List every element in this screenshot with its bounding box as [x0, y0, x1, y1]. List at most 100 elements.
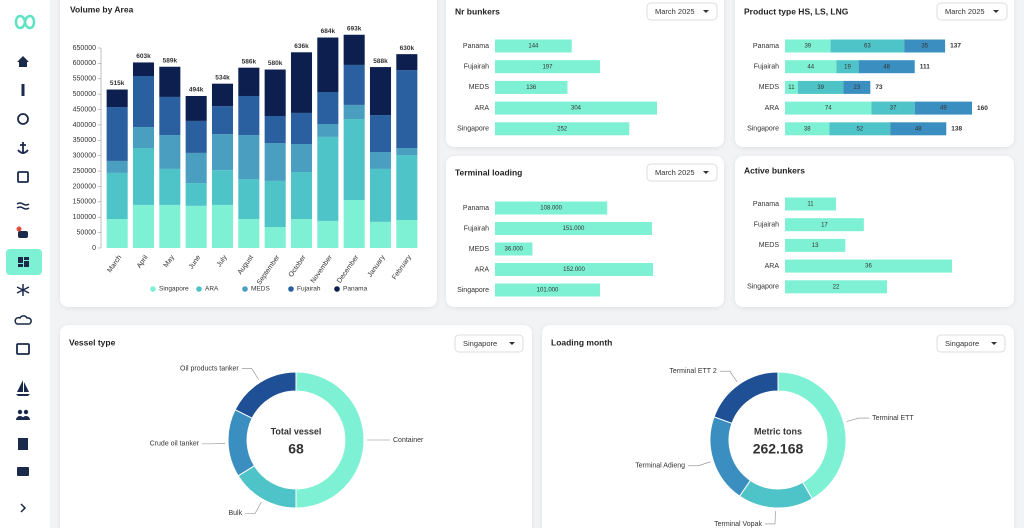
category-label: Panama [463, 205, 489, 212]
center-title: Metric tons [754, 426, 802, 436]
nav-exchange[interactable] [17, 113, 29, 125]
dropdown-box[interactable] [454, 334, 524, 353]
bar-segment [369, 115, 392, 152]
dropdown[interactable]: Singapore [936, 334, 1006, 353]
bar [785, 280, 888, 294]
category-label: MEDS [759, 84, 780, 91]
bar [495, 39, 572, 53]
value-label: 101.000 [537, 288, 559, 294]
bar-segment [159, 168, 181, 205]
nav-badge [16, 226, 22, 232]
dropdown-box[interactable] [936, 2, 1008, 21]
value-label: 37 [890, 106, 897, 112]
nav-users[interactable] [16, 416, 30, 420]
bar-segment [343, 119, 365, 200]
bar [914, 101, 972, 115]
y-tick-label: 0 [92, 245, 96, 252]
bar [836, 60, 859, 74]
dropdown-chevron[interactable] [703, 10, 709, 13]
nav-ship[interactable] [18, 231, 28, 238]
total-label: 138 [951, 126, 962, 133]
bar-segment [211, 106, 234, 135]
donut-slice [713, 371, 779, 424]
bar [904, 39, 946, 53]
nav-dollar[interactable] [21, 84, 25, 96]
nav-mail[interactable] [17, 467, 29, 476]
nav-dashboard[interactable] [18, 257, 29, 267]
nav-expand[interactable] [20, 503, 27, 513]
bar-segment [106, 219, 128, 248]
value-label: 44 [807, 64, 814, 70]
bar [785, 197, 837, 211]
nav-building[interactable] [18, 438, 28, 450]
bar-segment [185, 183, 207, 206]
slice-label: Container [393, 437, 424, 444]
bar-segment [132, 127, 155, 148]
category-label: Fujairah [754, 222, 779, 229]
y-tick-label: 350000 [73, 137, 96, 144]
dropdown-value[interactable]: Singapore [945, 339, 979, 348]
dropdown[interactable]: March 2025 [936, 2, 1008, 21]
slice-label: Oil products tanker [180, 365, 239, 372]
logo[interactable] [14, 14, 36, 30]
nav-home[interactable] [17, 56, 29, 67]
bar-segment [159, 204, 181, 248]
bar-segment [369, 221, 392, 248]
bar-segment [290, 143, 313, 172]
slice-label: Terminal Vopak [714, 521, 762, 528]
total-label: 515k [110, 80, 125, 87]
dropdown-chevron[interactable] [993, 10, 999, 13]
dropdown-chevron[interactable] [991, 342, 997, 345]
bar-segment [343, 64, 365, 105]
value-label: 52 [856, 126, 863, 132]
nav-users-head [17, 409, 23, 415]
y-tick-label: 400000 [73, 122, 96, 129]
chart-title: Nr bunkers [455, 6, 500, 16]
value-label: 63 [864, 44, 871, 50]
y-tick-label: 550000 [73, 76, 96, 83]
dropdown[interactable]: March 2025 [646, 2, 718, 21]
legend-label: Panama [343, 286, 368, 293]
nav-boat[interactable] [16, 380, 30, 396]
value-label: 152.000 [563, 267, 585, 273]
dropdown-box[interactable] [646, 163, 718, 182]
dropdown-box[interactable] [936, 334, 1006, 353]
card [60, 325, 532, 528]
nav-cloud[interactable] [14, 315, 32, 325]
dropdown-chevron[interactable] [703, 171, 709, 174]
dropdown-value[interactable]: March 2025 [655, 7, 695, 16]
nav-anchor[interactable] [17, 142, 29, 154]
value-label: 48 [883, 64, 890, 70]
dropdown-chevron[interactable] [509, 342, 515, 345]
bar-segment [264, 143, 286, 181]
value-label: 11 [788, 85, 795, 91]
card [542, 325, 1014, 528]
nav-table[interactable] [16, 343, 30, 355]
dropdown[interactable]: Singapore [454, 334, 524, 353]
nav-calendar[interactable] [17, 171, 29, 183]
dropdown-value[interactable]: Singapore [463, 339, 497, 348]
leader-line [719, 370, 738, 383]
legend-swatch [242, 286, 248, 292]
bar [785, 60, 837, 74]
dropdown-value[interactable]: March 2025 [945, 7, 985, 16]
bar [785, 259, 952, 273]
total-label: 580k [268, 60, 283, 67]
value-label: 39 [817, 85, 824, 91]
center-title: Total vessel [271, 426, 322, 436]
dropdown-box[interactable] [646, 2, 718, 21]
nav-snow[interactable] [16, 284, 30, 296]
bar-segment [211, 134, 234, 171]
total-label: 494k [189, 87, 204, 94]
leader-line [846, 417, 870, 422]
legend-label: Fujairah [297, 286, 321, 293]
bar [785, 122, 830, 136]
total-label: 73 [875, 84, 883, 91]
bar-segment [317, 91, 339, 124]
bar-segment [264, 115, 286, 144]
dropdown[interactable]: March 2025 [646, 163, 718, 182]
dropdown-value[interactable]: March 2025 [655, 168, 695, 177]
bar-segment [238, 179, 260, 220]
nav-waves[interactable] [16, 202, 30, 210]
category-label: Panama [753, 43, 779, 50]
